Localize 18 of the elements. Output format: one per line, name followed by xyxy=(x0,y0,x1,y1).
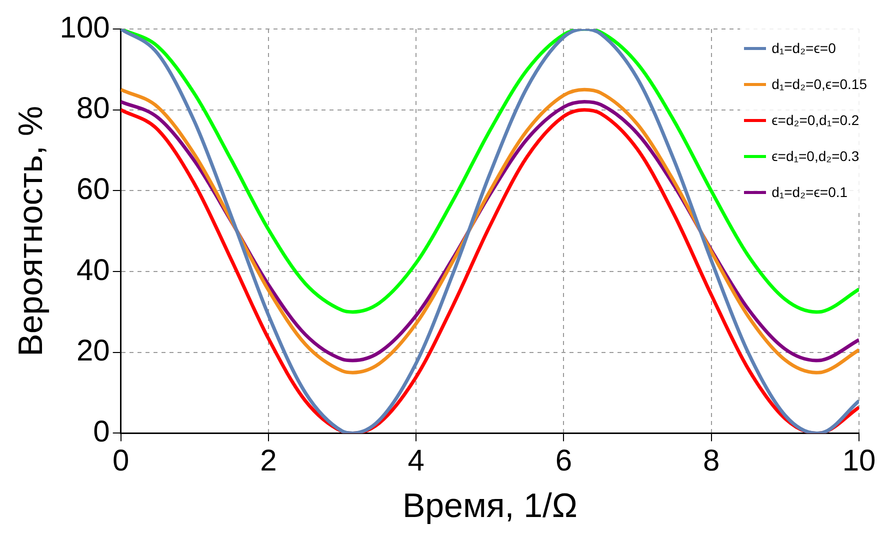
legend-label: d₁=d₂=0,ϵ=0.15 xyxy=(772,76,867,92)
x-tick-label: 10 xyxy=(842,444,876,478)
legend-label: ϵ=d₂=0,d₁=0.2 xyxy=(772,112,860,128)
y-tick-label: 100 xyxy=(60,11,110,44)
y-tick-label: 40 xyxy=(76,254,110,287)
x-tick-label: 6 xyxy=(555,444,572,478)
legend-label: ϵ=d₁=0,d₂=0.3 xyxy=(772,148,860,164)
x-tick-label: 2 xyxy=(260,444,277,478)
x-tick-label: 4 xyxy=(408,444,424,478)
y-tick-label: 20 xyxy=(76,334,110,368)
legend-label: d₁=d₂=ϵ=0.1 xyxy=(772,184,848,200)
y-tick-label: 60 xyxy=(76,172,110,206)
y-axis-title: Вероятность, % xyxy=(12,106,50,356)
x-axis-title: Время, 1/Ω xyxy=(402,486,578,525)
y-tick-label: 0 xyxy=(93,415,110,448)
x-tick-label: 8 xyxy=(703,444,720,478)
legend-label: d₁=d₂=ϵ=0 xyxy=(772,40,836,56)
y-tick-label: 80 xyxy=(76,92,110,126)
